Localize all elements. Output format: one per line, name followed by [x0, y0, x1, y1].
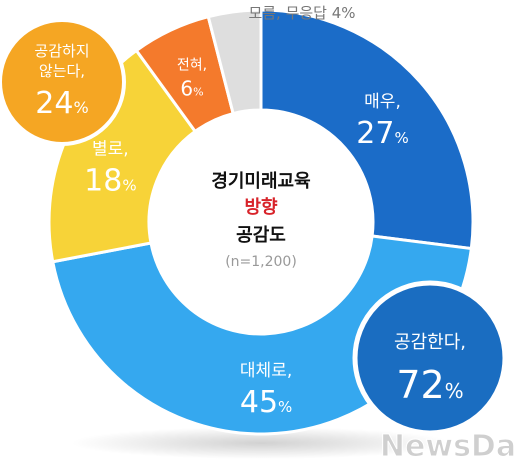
agree-callout-label: 공감한다, [394, 332, 466, 353]
center-title-line: 경기미래교육 [211, 171, 310, 192]
segment-label: 매우, [364, 92, 401, 112]
center-title-line: 공감도 [236, 225, 286, 246]
disagree-callout-label: 않는다, [39, 62, 85, 80]
disagree-callout-circle [0, 18, 126, 146]
agree-callout-circle [352, 280, 508, 436]
donut-segment [259, 8, 475, 251]
segment-label: 전혀, [177, 57, 207, 73]
chart-shadow [71, 427, 451, 459]
sample-size: (n=1,200) [225, 254, 297, 270]
segment-label: 별로, [92, 139, 129, 159]
segment-label: 대체로, [240, 361, 292, 381]
donut-segment [206, 8, 263, 116]
center-title-line: 방향 [244, 197, 278, 218]
segment-label-outside: 모름, 무응답 4% [248, 4, 355, 22]
disagree-callout-label: 공감하지 [34, 42, 89, 60]
newsda-watermark: NewsDa [380, 429, 514, 464]
